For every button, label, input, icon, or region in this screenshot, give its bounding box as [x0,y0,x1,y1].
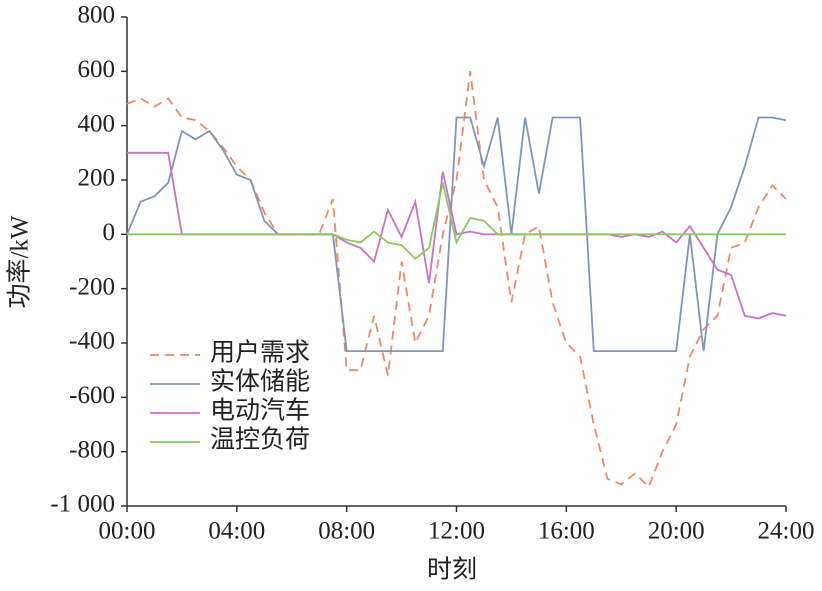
series-line [126,71,787,489]
y-tick-label: -600 [69,382,115,409]
y-tick-label: 400 [78,110,116,137]
x-tick-label: 04:00 [208,518,265,545]
legend-label: 电动汽车 [210,397,310,425]
x-tick-label: 08:00 [318,518,375,545]
y-tick-label: -400 [69,328,115,355]
y-tick-label: -200 [69,273,115,300]
y-tick-label: 200 [78,165,116,192]
y-tick-label: -1 000 [50,491,115,518]
legend-label: 用户需求 [210,339,310,367]
y-tick-label: 0 [103,219,116,246]
legend-label: 温控负荷 [210,426,310,454]
y-tick-label: 600 [78,56,116,83]
series-line [127,182,786,261]
x-tick-label: 12:00 [428,518,485,545]
y-tick-label: 800 [78,2,116,29]
y-axis-label: 功率/kW [6,215,34,308]
legend-label: 实体储能 [210,368,310,396]
y-tick-label: -800 [69,436,115,463]
x-tick-label: 00:00 [99,518,156,545]
series-line [126,116,787,352]
x-tick-label: 24:00 [758,518,815,545]
x-tick-label: 20:00 [648,518,705,545]
x-axis-label: 时刻 [427,556,477,584]
x-tick-label: 16:00 [538,518,595,545]
